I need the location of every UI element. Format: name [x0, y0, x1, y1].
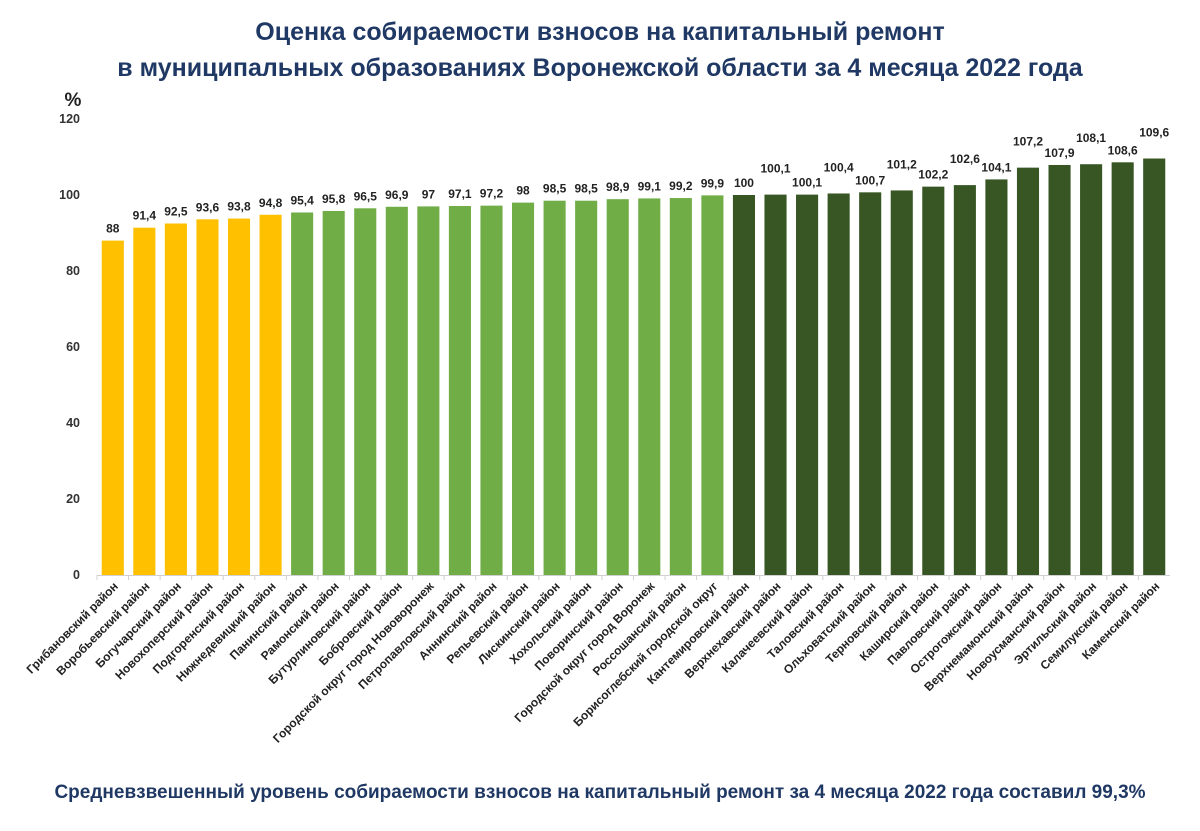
- bar: [606, 199, 629, 575]
- bar: [575, 200, 598, 575]
- y-tick-label: 20: [66, 492, 80, 506]
- data-label: 108,1: [1076, 131, 1106, 145]
- bar: [732, 195, 756, 575]
- y-tick-label: 120: [59, 112, 80, 126]
- bar: [196, 219, 219, 575]
- data-label: 98: [516, 184, 530, 198]
- data-label: 100,1: [792, 176, 822, 190]
- bar: [1143, 158, 1166, 575]
- data-label: 95,4: [290, 193, 314, 207]
- data-label: 92,5: [164, 205, 188, 219]
- data-label: 93,6: [196, 200, 220, 214]
- y-tick-label: 40: [66, 416, 80, 430]
- bar: [922, 186, 945, 575]
- data-label: 99,1: [638, 179, 662, 193]
- bar: [259, 214, 282, 575]
- bar: [101, 240, 124, 575]
- data-label: 100,1: [760, 162, 790, 176]
- bar: [1016, 167, 1040, 575]
- bar: [796, 194, 819, 575]
- data-label: 102,2: [918, 168, 948, 182]
- bar: [953, 185, 976, 575]
- bar: [511, 202, 535, 575]
- bar: [1111, 162, 1134, 575]
- bar: [1048, 164, 1071, 576]
- data-label: 91,4: [133, 209, 157, 223]
- bar: [638, 198, 661, 576]
- data-label: 109,6: [1139, 126, 1169, 140]
- bar: [890, 190, 913, 575]
- bar: [827, 193, 850, 576]
- data-label: 97,1: [448, 187, 472, 201]
- bar: [417, 206, 440, 575]
- data-label: 101,2: [887, 157, 917, 171]
- y-axis-label: %: [65, 90, 82, 111]
- bar: [764, 194, 787, 575]
- data-label: 97,2: [480, 187, 504, 201]
- data-label: 108,6: [1108, 143, 1138, 157]
- bar: [480, 205, 503, 575]
- bar: [543, 200, 566, 575]
- bar: [859, 192, 882, 575]
- data-label: 107,9: [1045, 146, 1075, 160]
- data-label: 100,4: [824, 160, 854, 174]
- data-label: 102,6: [950, 152, 980, 166]
- data-label: 98,5: [543, 182, 567, 196]
- data-label: 99,2: [669, 179, 693, 193]
- data-label: 97: [422, 187, 436, 201]
- bar: [164, 223, 187, 575]
- data-label: 95,8: [322, 192, 346, 206]
- data-label: 94,8: [259, 196, 283, 210]
- data-label: 98,9: [606, 180, 630, 194]
- bar: [701, 195, 724, 575]
- data-label: 107,2: [1013, 135, 1043, 149]
- bar: [448, 206, 471, 575]
- bar: [385, 206, 408, 575]
- bar: [227, 218, 251, 575]
- chart-subtitle: в муниципальных образованиях Воронежской…: [117, 54, 1083, 82]
- data-label: 104,1: [981, 160, 1011, 174]
- bar: [354, 208, 377, 576]
- bar: [322, 210, 345, 575]
- y-tick-label: 0: [73, 568, 80, 582]
- data-label: 88: [106, 222, 120, 236]
- chart-footnote: Средневзвешенный уровень собираемости вз…: [54, 782, 1146, 803]
- data-label: 99,9: [701, 176, 725, 190]
- data-label: 96,9: [385, 188, 409, 202]
- bar: [291, 212, 314, 576]
- bar: [1080, 164, 1103, 575]
- y-tick-label: 100: [59, 188, 80, 202]
- data-label: 100,7: [855, 173, 885, 187]
- y-tick-label: 80: [66, 264, 80, 278]
- data-label: 96,5: [354, 189, 378, 203]
- data-label: 98,5: [574, 182, 598, 196]
- bar: [133, 227, 156, 575]
- chart-title: Оценка собираемости взносов на капитальн…: [255, 18, 945, 46]
- data-label: 100: [734, 176, 754, 190]
- bar: [669, 198, 692, 576]
- bar: [985, 179, 1008, 576]
- data-label: 93,8: [227, 200, 251, 214]
- y-tick-label: 60: [66, 340, 80, 354]
